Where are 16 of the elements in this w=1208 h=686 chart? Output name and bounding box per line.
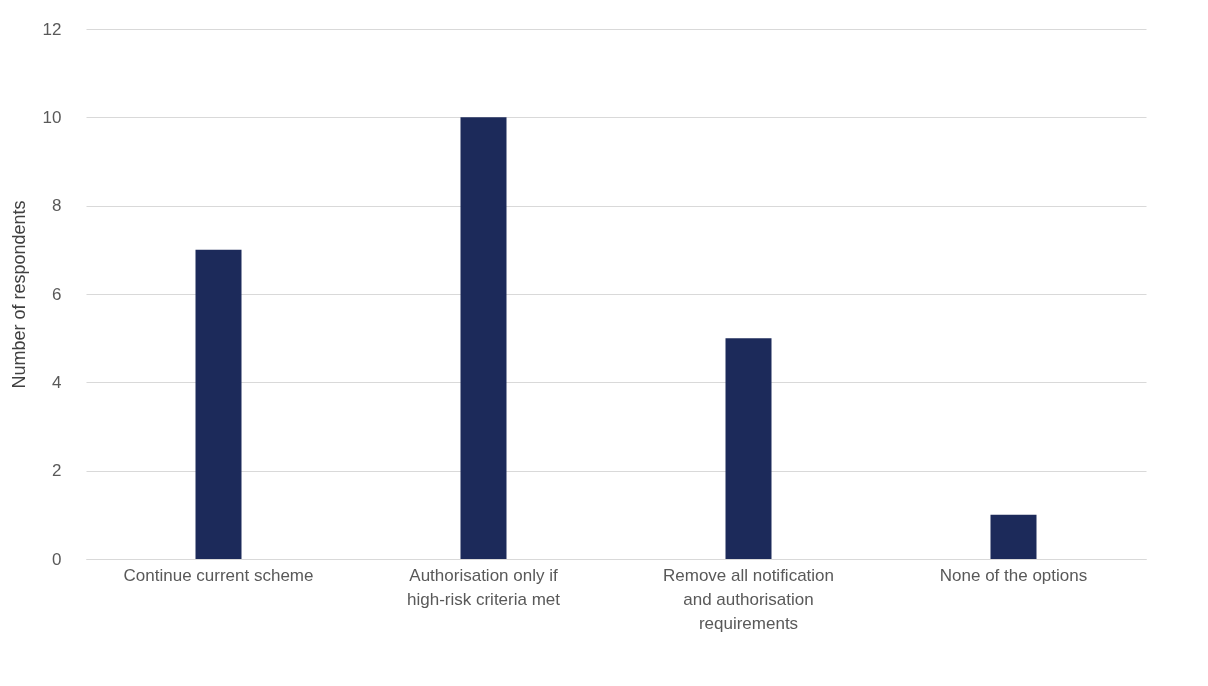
y-tick-label: 8: [52, 196, 62, 216]
bar: [195, 249, 242, 559]
bar: [725, 338, 772, 559]
y-tick-label: 4: [52, 372, 62, 392]
y-tick-label: 2: [52, 461, 62, 481]
x-tick-label: Continue current scheme: [123, 565, 314, 585]
y-tick-label: 10: [42, 107, 62, 127]
x-tick-label: Authorisation only if high-risk criteria met: [406, 565, 561, 609]
x-tick-label: None of the options: [939, 565, 1088, 585]
bar: [460, 117, 507, 559]
y-tick-label: 12: [42, 19, 62, 39]
bar: [990, 514, 1037, 559]
y-tick-label: 0: [52, 549, 62, 569]
x-tick-label: Remove all notification and authorisation requirements: [662, 565, 835, 633]
y-tick-label: 6: [52, 284, 62, 304]
y-axis-title: Number of respondents: [8, 200, 29, 389]
